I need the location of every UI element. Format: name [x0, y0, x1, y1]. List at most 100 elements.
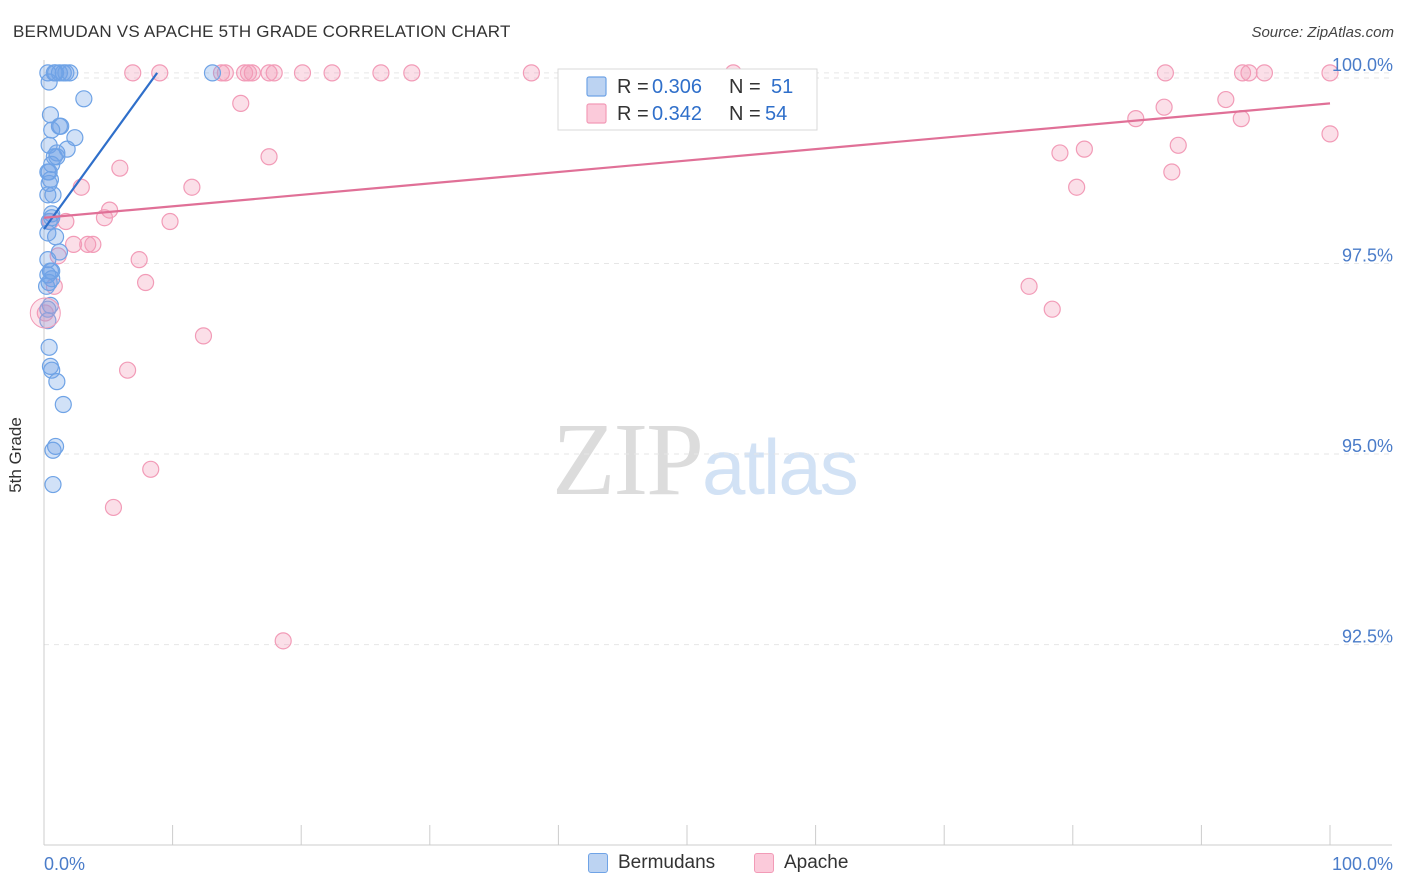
- bermudans-point-9: [75, 90, 93, 108]
- legend-n-value-2: 54: [765, 103, 787, 125]
- apache-point-10: [323, 64, 341, 82]
- bermudans-point-48: [43, 262, 61, 280]
- series-bermudans: [37, 64, 222, 494]
- apache-point-23: [1232, 110, 1250, 128]
- apache-point-53: [104, 498, 123, 517]
- apache-point-48: [1043, 300, 1061, 318]
- bottom-legend-label-apache: Apache: [784, 852, 849, 873]
- apache-point-29: [1169, 136, 1187, 154]
- bermudans-point-6: [61, 64, 79, 82]
- apache-point-24: [1127, 110, 1145, 128]
- legend-swatch-bermudans: [586, 76, 607, 97]
- apache-point-8: [265, 64, 283, 82]
- apache-point-26: [260, 148, 278, 166]
- apache-point-12: [403, 64, 421, 82]
- apache-trend-line: [43, 102, 1331, 219]
- source-label: Source: ZipAtlas.com: [1251, 24, 1394, 41]
- legend-r-label-1: R =: [617, 76, 649, 98]
- y-tick-label-2: 97.5%: [1342, 245, 1393, 265]
- bermudans-point-49: [48, 148, 66, 166]
- bermudans-point-12: [52, 117, 70, 135]
- apache-point-40: [64, 235, 83, 254]
- apache-point-6: [243, 64, 261, 82]
- apache-point-large: [29, 297, 61, 329]
- x-tick-label-1: 100.0%: [1332, 854, 1393, 874]
- bermudans-point-29: [39, 224, 57, 242]
- apache-point-25: [1321, 125, 1339, 143]
- watermark-atlas: atlas: [702, 423, 859, 511]
- bermudans-trend-line: [43, 72, 159, 230]
- bottom-legend-bermudans: Bermudans: [588, 852, 715, 874]
- apache-point-54: [274, 632, 292, 650]
- bermudans-point-45: [44, 441, 62, 459]
- y-tick-label-3: 100.0%: [1332, 55, 1393, 75]
- legend-r-value-1: 0.306: [652, 76, 702, 98]
- bermudans-point-10: [41, 106, 60, 124]
- bermudans-point-42: [48, 373, 66, 391]
- watermark-zip: ZIP: [552, 402, 704, 517]
- apache-point-33: [183, 178, 201, 196]
- bermudans-point-47: [39, 300, 57, 318]
- x-tick-label-0: 0.0%: [44, 854, 85, 874]
- axes: [43, 60, 1392, 846]
- bermudans-point-43: [54, 395, 72, 414]
- legend-r-value-2: 0.342: [652, 103, 702, 125]
- series-apache: [36, 64, 1339, 650]
- apache-point-27: [1051, 144, 1069, 162]
- apache-point-1: [151, 64, 169, 82]
- bermudans-point-23: [44, 186, 62, 204]
- apache-point-38: [57, 212, 75, 231]
- apache-point-0: [124, 64, 142, 82]
- data-points: [29, 64, 1339, 650]
- y-tick-label-1: 95.0%: [1342, 436, 1393, 456]
- apache-point-22: [1155, 98, 1173, 116]
- legend-swatch-apache: [586, 103, 607, 124]
- apache-point-16: [1233, 64, 1252, 82]
- apache-point-39: [161, 212, 179, 231]
- bermudans-point-13: [43, 121, 61, 139]
- legend-r-label-2: R =: [617, 103, 649, 125]
- legend-n-label-1: N =: [729, 76, 761, 98]
- apache-point-5: [239, 64, 258, 82]
- apache-point-7: [260, 64, 278, 82]
- trend-lines: [43, 72, 1331, 230]
- apache-point-30: [111, 159, 129, 177]
- bermudans-point-24: [39, 186, 57, 204]
- apache-point-18: [1255, 64, 1274, 82]
- legend-n-label-2: N =: [729, 103, 761, 125]
- bottom-legend-swatch-apache: [754, 853, 774, 873]
- apache-point-2: [212, 64, 231, 82]
- chart-title: BERMUDAN VS APACHE 5TH GRADE CORRELATION…: [13, 22, 511, 41]
- apache-point-3: [216, 64, 234, 82]
- apache-point-15: [1156, 64, 1174, 82]
- apache-point-28: [1075, 140, 1093, 158]
- bermudans-point-39: [40, 338, 58, 356]
- apache-point-52: [142, 460, 160, 478]
- bermudans-point-46: [44, 475, 62, 494]
- bermudans-point-36: [37, 277, 56, 295]
- watermark: ZIPatlas: [552, 400, 859, 519]
- apache-point-31: [1163, 163, 1181, 181]
- apache-point-9: [293, 64, 312, 82]
- apache-point-13: [522, 64, 540, 82]
- tick-labels: 92.5% 95.0% 97.5% 100.0% 0.0% 100.0%: [44, 55, 1393, 874]
- apache-point-20: [232, 94, 250, 112]
- apache-point-45: [136, 273, 155, 292]
- bottom-legend-apache: Apache: [754, 852, 848, 874]
- bottom-legend-swatch-bermudans: [588, 853, 608, 873]
- stats-legend: R = 0.306 N = 51 R = 0.342 N = 54: [557, 68, 818, 131]
- bermudans-point-7: [203, 64, 222, 82]
- bermudans-point-50: [40, 163, 58, 181]
- apache-point-41: [79, 235, 97, 254]
- apache-point-42: [84, 235, 102, 254]
- apache-point-50: [194, 327, 213, 345]
- apache-point-21: [1217, 90, 1235, 109]
- apache-point-11: [372, 64, 390, 82]
- y-tick-label-0: 92.5%: [1342, 627, 1393, 647]
- legend-n-value-1: 51: [771, 76, 793, 98]
- bermudans-point-8: [40, 73, 58, 91]
- apache-point-44: [130, 251, 148, 269]
- apache-point-51: [118, 361, 137, 379]
- apache-point-47: [1020, 277, 1038, 295]
